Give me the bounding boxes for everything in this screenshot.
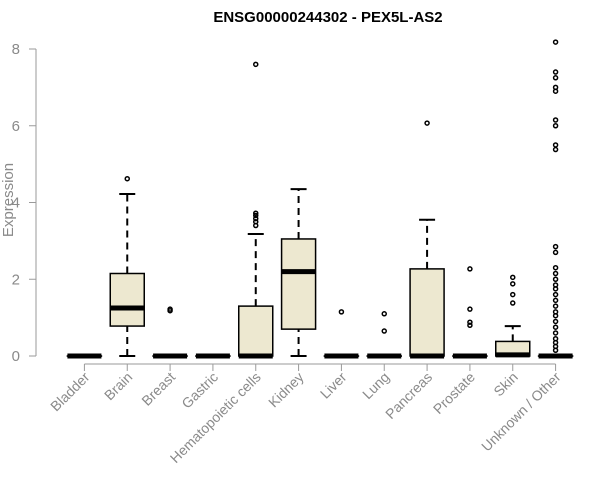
- y-tick-label: 0: [12, 348, 20, 365]
- box-brain: [109, 175, 145, 357]
- x-tick-label: Bladder: [47, 369, 93, 415]
- box-series: [66, 39, 574, 359]
- x-tick-label: Breast: [138, 369, 178, 409]
- outlier-point: [552, 291, 559, 298]
- x-tick-label: Pancreas: [382, 369, 435, 422]
- box-kidney: [280, 188, 317, 357]
- box-hematopoietic-cells: [238, 61, 274, 359]
- outlier-point: [552, 249, 559, 256]
- outlier-point: [552, 297, 559, 304]
- outlier-point: [467, 322, 473, 329]
- outlier-point: [467, 306, 473, 312]
- outlier-point: [381, 328, 387, 334]
- box-unknown-other: [537, 39, 574, 359]
- y-axis-label: Expression: [0, 163, 17, 237]
- box-pancreas: [409, 120, 445, 359]
- x-tick-label: Brain: [101, 369, 135, 403]
- outlier-point: [253, 61, 259, 68]
- outlier-point: [552, 69, 559, 75]
- outlier-point: [552, 318, 559, 325]
- box-body: [109, 272, 145, 327]
- outlier-point: [552, 146, 559, 153]
- outlier-point: [510, 291, 516, 298]
- outlier-point: [552, 335, 559, 342]
- y-tick-label: 2: [12, 271, 20, 288]
- outlier-point: [552, 303, 559, 309]
- box-body: [280, 238, 317, 330]
- x-tick-label: Lung: [359, 369, 392, 402]
- outlier-point: [467, 319, 473, 325]
- outlier-point: [253, 215, 259, 222]
- outlier-point: [552, 243, 559, 250]
- outlier-point: [552, 309, 559, 315]
- y-tick-label: 8: [12, 41, 20, 58]
- chart-title: ENSG00000244302 - PEX5L-AS2: [213, 9, 442, 26]
- box-skin: [495, 274, 531, 358]
- outlier-point: [552, 276, 559, 282]
- x-tick-label: Gastric: [178, 369, 221, 412]
- y-axis: 0 2 4 6 8: [12, 41, 37, 365]
- box-liver: [323, 309, 360, 359]
- box-body: [238, 305, 274, 357]
- outlier-point: [124, 175, 130, 182]
- x-tick-label: Prostate: [430, 369, 478, 417]
- y-tick-label: 6: [12, 118, 20, 135]
- box-lung: [366, 311, 402, 359]
- outlier-point: [552, 75, 559, 81]
- outlier-point: [552, 142, 559, 148]
- outlier-point: [552, 84, 559, 91]
- outlier-point: [253, 212, 259, 219]
- box-breast: [152, 306, 188, 359]
- box-body: [409, 268, 445, 357]
- outlier-point: [552, 39, 559, 45]
- x-tick-label: Unknown / Other: [478, 369, 564, 455]
- outlier-point: [552, 264, 559, 271]
- y-tick-label: 4: [12, 195, 20, 212]
- outlier-point: [552, 324, 559, 330]
- x-tick-label: Skin: [490, 369, 521, 400]
- outlier-point: [381, 311, 387, 317]
- x-tick-label: Liver: [317, 369, 350, 402]
- outlier-point: [338, 309, 345, 315]
- box-prostate: [452, 266, 488, 359]
- x-tick-label: Kidney: [265, 369, 307, 411]
- outlier-point: [552, 117, 559, 123]
- outlier-point: [552, 123, 559, 129]
- outlier-point: [510, 274, 516, 281]
- outlier-point: [552, 282, 559, 288]
- outlier-point: [467, 266, 473, 272]
- outlier-point: [253, 210, 259, 216]
- outlier-point: [167, 306, 173, 312]
- outlier-point: [552, 270, 559, 277]
- outlier-point: [552, 330, 559, 336]
- outlier-point: [510, 300, 516, 306]
- outlier-point: [510, 281, 516, 287]
- outlier-point: [424, 120, 430, 126]
- outlier-point: [253, 218, 259, 225]
